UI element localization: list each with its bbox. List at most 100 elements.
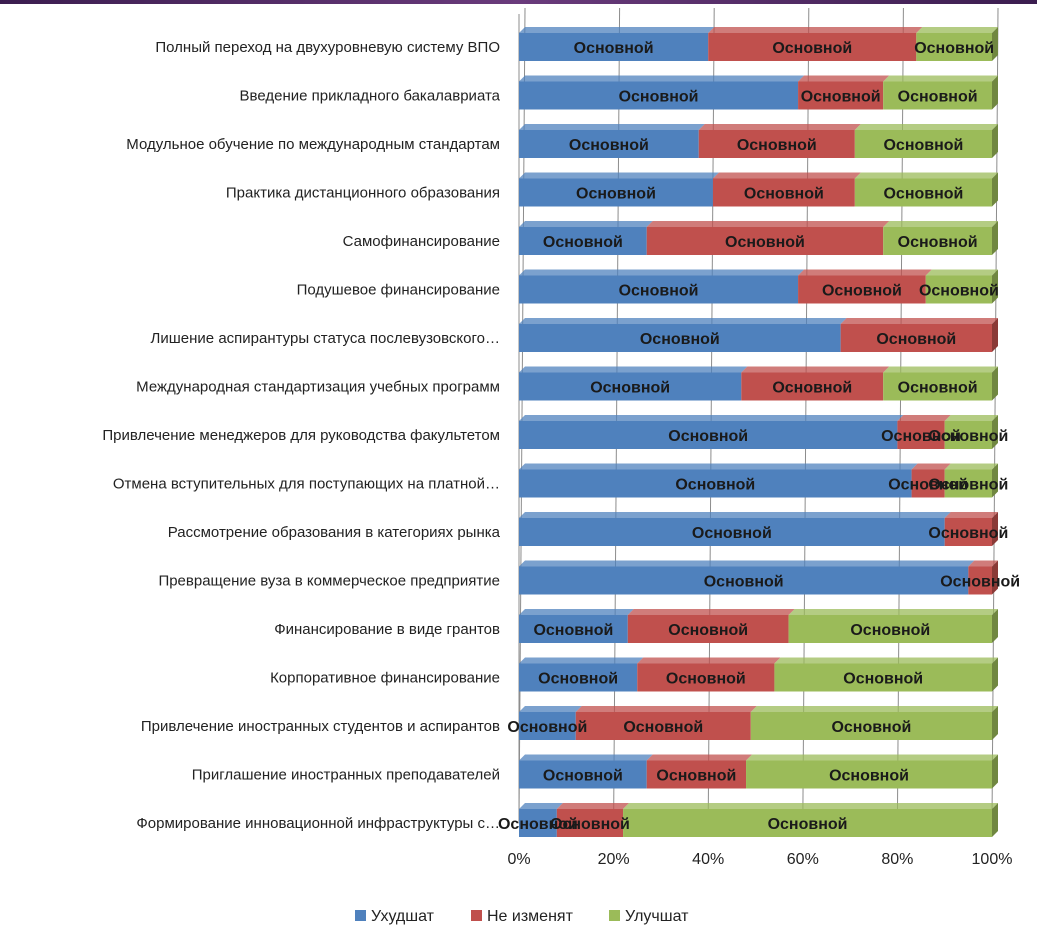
category-label: Самофинансирование (343, 233, 500, 250)
bar-side-face (992, 754, 998, 789)
data-label: Основной (744, 186, 824, 203)
bar-side-face (992, 172, 998, 207)
bar-segment (916, 33, 992, 61)
data-label: Основной (888, 477, 968, 494)
bar-segment-top (741, 366, 890, 373)
bar-segment-top (968, 560, 998, 567)
bar-segment-top (575, 706, 757, 712)
bar-segment-top (519, 75, 805, 82)
bar-side-face (992, 27, 998, 61)
bar-side-face (992, 609, 998, 643)
bar-segment-top (519, 415, 904, 421)
legend: Ухудшат Не изменят Улучшат (355, 908, 689, 925)
data-label: Основной (574, 40, 654, 57)
data-label: Основной (692, 525, 772, 542)
bar-segment-top (854, 172, 998, 179)
bar-segment (944, 469, 992, 498)
bar-segment-top (774, 657, 998, 664)
bar-segment-top (519, 706, 582, 712)
bar-segment (519, 518, 945, 546)
bar-segment-top (646, 754, 753, 761)
data-label: Основной (668, 622, 748, 639)
data-label: Основной (737, 137, 817, 154)
bar-segment (556, 809, 624, 837)
bar-segment-top (746, 754, 998, 761)
data-label: Основной (666, 671, 746, 688)
bar-segment (637, 663, 775, 692)
bar-segment-top (883, 221, 998, 227)
data-label: Основной (876, 331, 956, 348)
data-label: Основной (576, 186, 656, 203)
bar-segment-top (637, 657, 781, 664)
bar-segment (897, 421, 945, 449)
bar-segment-top (897, 415, 951, 421)
data-label: Основной (772, 380, 852, 397)
bar-segment-top (911, 463, 951, 470)
bar-segment (741, 372, 884, 401)
bar-segment (968, 566, 992, 595)
category-label: Привлечение иностранных студентов и аспи… (141, 718, 500, 735)
data-label: Основной (850, 622, 930, 639)
bar-segment (854, 130, 992, 158)
bar-segment (798, 275, 926, 304)
data-label: Основной (623, 719, 703, 736)
data-label: Основной (619, 89, 699, 106)
bar-side-face (992, 318, 998, 352)
legend-label: Улучшат (625, 908, 689, 925)
bar-segment (944, 518, 992, 546)
bar-segment-top (519, 366, 748, 373)
bar-segment (646, 760, 747, 789)
bar-segment (925, 275, 992, 304)
data-label: Основной (656, 768, 736, 785)
bar-segment (708, 33, 917, 61)
bar-segment-top (916, 27, 998, 33)
bar-segment (519, 130, 699, 158)
bar-segment (519, 372, 742, 401)
category-label: Международная стандартизация учебных про… (136, 379, 500, 396)
bar-segment-top (788, 609, 998, 615)
data-label: Основной (550, 816, 630, 833)
data-label: Основной (725, 234, 805, 251)
category-label: Приглашение иностранных преподавателей (192, 767, 500, 784)
data-label: Основной (569, 137, 649, 154)
legend-label: Ухудшат (371, 908, 435, 925)
bar-segment (519, 663, 638, 692)
data-label: Основной (704, 574, 784, 591)
bar-segment-top (519, 609, 634, 615)
data-label: Основной (940, 574, 1020, 591)
bar-segment-top (519, 124, 705, 130)
category-label: Превращение вуза в коммерческое предприя… (158, 573, 500, 590)
category-label: Привлечение менеджеров для руководства ф… (102, 427, 500, 444)
bar-segment-top (519, 27, 715, 33)
bar-segment-top (519, 512, 951, 518)
x-axis-ticks: 0% 20% 40% 60% 80% 100% (507, 851, 1012, 868)
data-label: Основной (801, 89, 881, 106)
bar-segment (519, 324, 841, 352)
bar-segment-top (519, 754, 653, 761)
data-label: Основной (928, 525, 1008, 542)
bar-segment (698, 130, 855, 158)
x-tick-label: 40% (692, 851, 724, 868)
bar-segment-top (798, 75, 890, 82)
bar-side-face (992, 269, 998, 304)
data-label: Основной (498, 816, 578, 833)
data-label: Основной (772, 40, 852, 57)
bar-segment (627, 615, 789, 643)
data-labels: Основной Основной Основной Основной Основной… (498, 40, 1020, 833)
category-label: Финансирование в виде грантов (274, 621, 500, 638)
bar-side-face (992, 75, 998, 110)
data-label: Основной (543, 234, 623, 251)
data-label: Основной (829, 768, 909, 785)
bar-side-face (992, 803, 998, 837)
legend-label: Не изменят (487, 908, 574, 925)
data-label: Основной (883, 137, 963, 154)
x-tick-label: 80% (881, 851, 913, 868)
bar-segment-top (854, 124, 998, 130)
bar-segment-top (708, 27, 923, 33)
data-label: Основной (675, 477, 755, 494)
data-label: Основной (668, 428, 748, 445)
bar-segment (519, 712, 576, 740)
bar-segment (712, 178, 855, 207)
data-label: Основной (919, 283, 999, 300)
x-tick-label: 20% (598, 851, 630, 868)
